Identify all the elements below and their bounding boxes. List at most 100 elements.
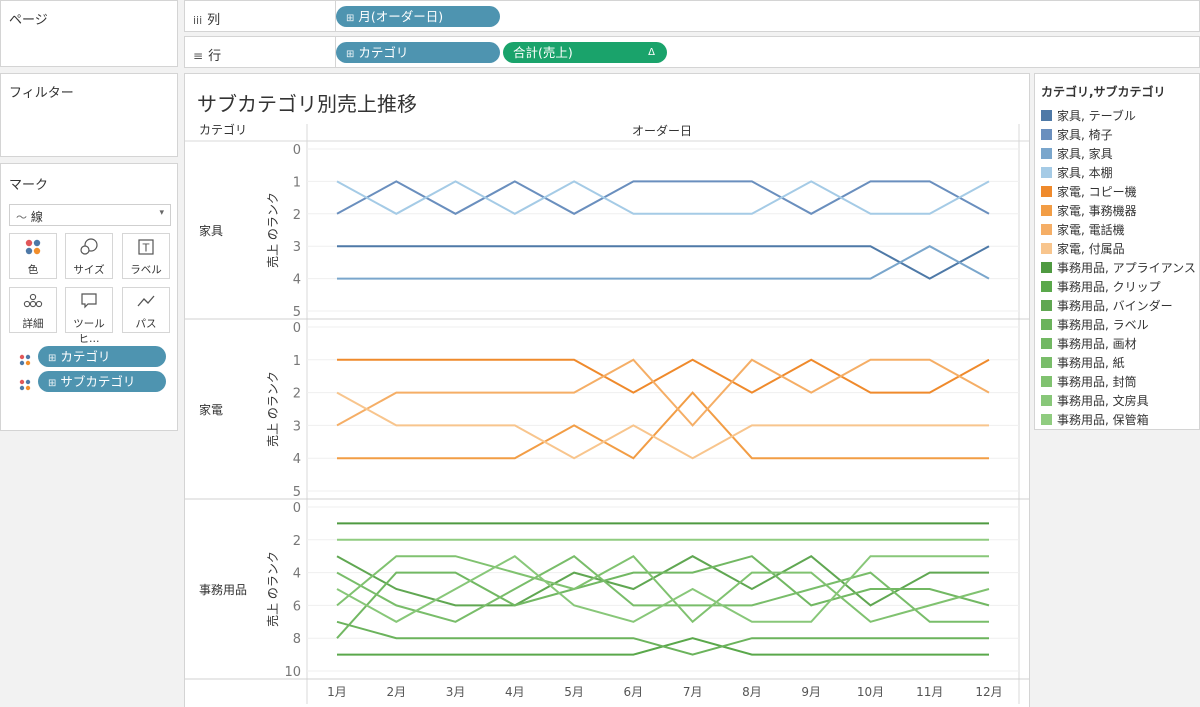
detail-button[interactable]: 詳細 bbox=[9, 287, 57, 333]
legend-swatch bbox=[1041, 281, 1052, 292]
legend-item[interactable]: 事務用品, 画材 bbox=[1041, 335, 1137, 354]
label-label: ラベル bbox=[130, 264, 162, 276]
legend-swatch bbox=[1041, 395, 1052, 406]
color-legend[interactable]: カテゴリ,サブカテゴリ 家具, テーブル 家具, 椅子 家具, 家具 家具, 本棚 家電… bbox=[1034, 73, 1200, 430]
legend-item[interactable]: 事務用品, 保管箱 bbox=[1041, 411, 1149, 430]
legend-label: 家具, 椅子 bbox=[1057, 128, 1113, 142]
legend-item[interactable]: 事務用品, バインダー bbox=[1041, 297, 1173, 316]
shelf-divider bbox=[335, 37, 336, 67]
x-tick-label: 6月 bbox=[624, 685, 644, 699]
legend-item[interactable]: 家電, 電話機 bbox=[1041, 221, 1125, 240]
tooltip-button[interactable]: ツールヒ… bbox=[65, 287, 113, 345]
date-header: オーダー日 bbox=[632, 123, 692, 138]
pill-label: 合計(売上) bbox=[513, 45, 573, 60]
x-tick-label: 2月 bbox=[386, 685, 406, 699]
mark-type-dropdown[interactable]: 〜 線 ▾ bbox=[9, 204, 171, 226]
legend-label: 家具, 家具 bbox=[1057, 147, 1113, 161]
chevron-down-icon: ▾ bbox=[159, 208, 164, 218]
pages-card[interactable]: ページ bbox=[0, 0, 178, 67]
marks-pill-subcategory[interactable]: ⊞ サブカテゴリ bbox=[38, 371, 166, 392]
category-row-header: 家電 bbox=[199, 402, 223, 417]
y-tick-label: 4 bbox=[293, 567, 301, 582]
legend-item[interactable]: 事務用品, 封筒 bbox=[1041, 373, 1137, 392]
column-pill-month[interactable]: ⊞ 月(オーダー日) bbox=[336, 6, 500, 27]
legend-item[interactable]: 事務用品, ラベル bbox=[1041, 316, 1149, 335]
y-axis-title: 売上 のランク bbox=[265, 371, 280, 447]
color-encoding-icon bbox=[19, 351, 31, 366]
label-button[interactable]: T ラベル bbox=[122, 233, 170, 279]
pages-label: ページ bbox=[9, 13, 48, 28]
legend-swatch bbox=[1041, 414, 1052, 425]
category-header: カテゴリ bbox=[199, 122, 247, 137]
legend-item[interactable]: 家具, テーブル bbox=[1041, 107, 1136, 126]
pill-label: サブカテゴリ bbox=[60, 374, 136, 389]
legend-label: 事務用品, 保管箱 bbox=[1057, 413, 1149, 427]
legend-item[interactable]: 家具, 椅子 bbox=[1041, 126, 1113, 145]
legend-item[interactable]: 家具, 家具 bbox=[1041, 145, 1113, 164]
y-tick-label: 2 bbox=[293, 387, 301, 402]
legend-item[interactable]: 家電, 事務機器 bbox=[1041, 202, 1137, 221]
legend-label: 家電, 電話機 bbox=[1057, 223, 1125, 237]
legend-label: 事務用品, クリップ bbox=[1057, 280, 1161, 294]
legend-label: 家具, テーブル bbox=[1057, 109, 1136, 123]
size-button[interactable]: サイズ bbox=[65, 233, 113, 279]
table-calc-delta-icon: Δ bbox=[648, 47, 655, 58]
legend-item[interactable]: 事務用品, クリップ bbox=[1041, 278, 1161, 297]
color-icon bbox=[10, 238, 56, 262]
rows-label-text: 行 bbox=[208, 49, 222, 64]
row-pill-sales[interactable]: 合計(売上) Δ bbox=[503, 42, 667, 63]
y-tick-label: 4 bbox=[293, 452, 301, 467]
y-axis-title: 売上 のランク bbox=[265, 192, 280, 268]
y-tick-label: 0 bbox=[293, 321, 301, 336]
legend-swatch bbox=[1041, 148, 1052, 159]
color-button[interactable]: 色 bbox=[9, 233, 57, 279]
y-tick-label: 1 bbox=[293, 175, 301, 190]
legend-swatch bbox=[1041, 319, 1052, 330]
x-tick-label: 12月 bbox=[975, 685, 1002, 699]
shelf-divider bbox=[335, 1, 336, 31]
legend-item[interactable]: 事務用品, 文房具 bbox=[1041, 392, 1149, 411]
filters-card[interactable]: フィルター bbox=[0, 73, 178, 157]
expand-icon: ⊞ bbox=[48, 353, 57, 364]
legend-item[interactable]: 家電, コピー機 bbox=[1041, 183, 1137, 202]
legend-swatch bbox=[1041, 300, 1052, 311]
x-tick-label: 5月 bbox=[564, 685, 584, 699]
x-tick-label: 10月 bbox=[857, 685, 884, 699]
y-tick-label: 2 bbox=[293, 208, 301, 223]
x-tick-label: 3月 bbox=[446, 685, 466, 699]
view-canvas: サブカテゴリ別売上推移 カテゴリ オーダー日 0 1 2 3 4 5 家具 売上 のランク 0 1… bbox=[184, 73, 1030, 707]
legend-item[interactable]: 事務用品, アプライアンス bbox=[1041, 259, 1196, 278]
svg-text:T: T bbox=[142, 242, 150, 255]
path-button[interactable]: パス bbox=[122, 287, 170, 333]
legend-swatch bbox=[1041, 110, 1052, 121]
rows-shelf[interactable]: ≡ 行 ⊞ カテゴリ 合計(売上) Δ bbox=[184, 36, 1200, 68]
legend-label: 事務用品, アプライアンス bbox=[1057, 261, 1196, 275]
columns-shelf[interactable]: iii 列 ⊞ 月(オーダー日) bbox=[184, 0, 1200, 32]
x-tick-label: 7月 bbox=[683, 685, 703, 699]
columns-shelf-label: iii 列 bbox=[193, 9, 220, 28]
series-line bbox=[336, 555, 990, 639]
legend-swatch bbox=[1041, 167, 1052, 178]
marks-pill-category[interactable]: ⊞ カテゴリ bbox=[38, 346, 166, 367]
tooltip-label: ツールヒ… bbox=[73, 318, 105, 345]
category-row-header: 事務用品 bbox=[199, 583, 247, 597]
size-icon bbox=[66, 238, 112, 262]
legend-item[interactable]: 事務用品, 紙 bbox=[1041, 354, 1125, 373]
x-tick-label: 1月 bbox=[327, 685, 347, 699]
legend-label: 事務用品, ラベル bbox=[1057, 318, 1149, 332]
expand-icon: ⊞ bbox=[48, 378, 57, 389]
y-tick-label: 4 bbox=[293, 273, 301, 288]
legend-item[interactable]: 家具, 本棚 bbox=[1041, 164, 1113, 183]
mark-type-value: 線 bbox=[30, 210, 43, 224]
series-line bbox=[337, 391, 989, 460]
y-tick-label: 8 bbox=[293, 632, 301, 647]
legend-swatch bbox=[1041, 186, 1052, 197]
row-pill-category[interactable]: ⊞ カテゴリ bbox=[336, 42, 500, 63]
series-line bbox=[336, 180, 990, 215]
columns-icon: iii bbox=[193, 14, 203, 27]
legend-swatch bbox=[1041, 205, 1052, 216]
category-row-header: 家具 bbox=[199, 223, 223, 238]
y-tick-label: 0 bbox=[293, 143, 301, 158]
legend-item[interactable]: 家電, 付属品 bbox=[1041, 240, 1125, 259]
